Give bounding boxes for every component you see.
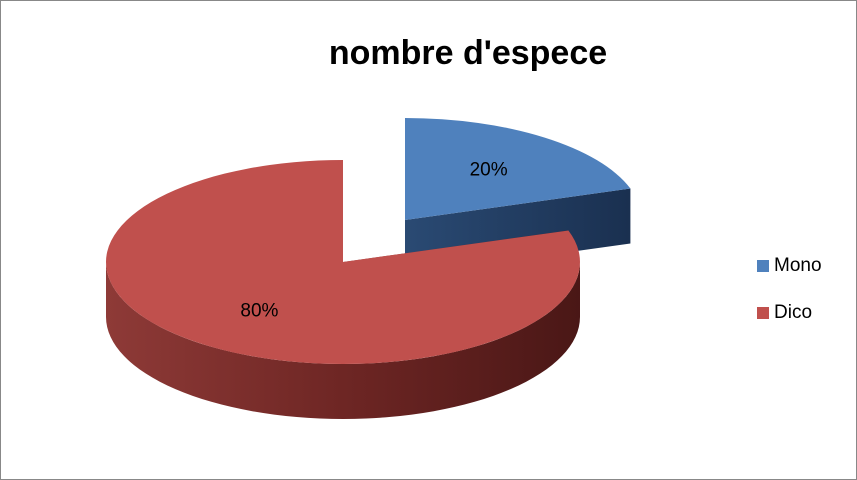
legend-swatch bbox=[757, 260, 769, 272]
legend-label: Mono bbox=[774, 255, 822, 276]
data-label: 80% bbox=[240, 301, 278, 322]
chart-title: nombre d'espece bbox=[329, 34, 607, 72]
slice bbox=[405, 118, 631, 220]
data-label: 20% bbox=[470, 160, 508, 181]
legend-swatch bbox=[757, 307, 769, 319]
slice-side bbox=[106, 262, 580, 419]
legend-label: Dico bbox=[774, 302, 812, 323]
slice bbox=[105, 159, 580, 364]
